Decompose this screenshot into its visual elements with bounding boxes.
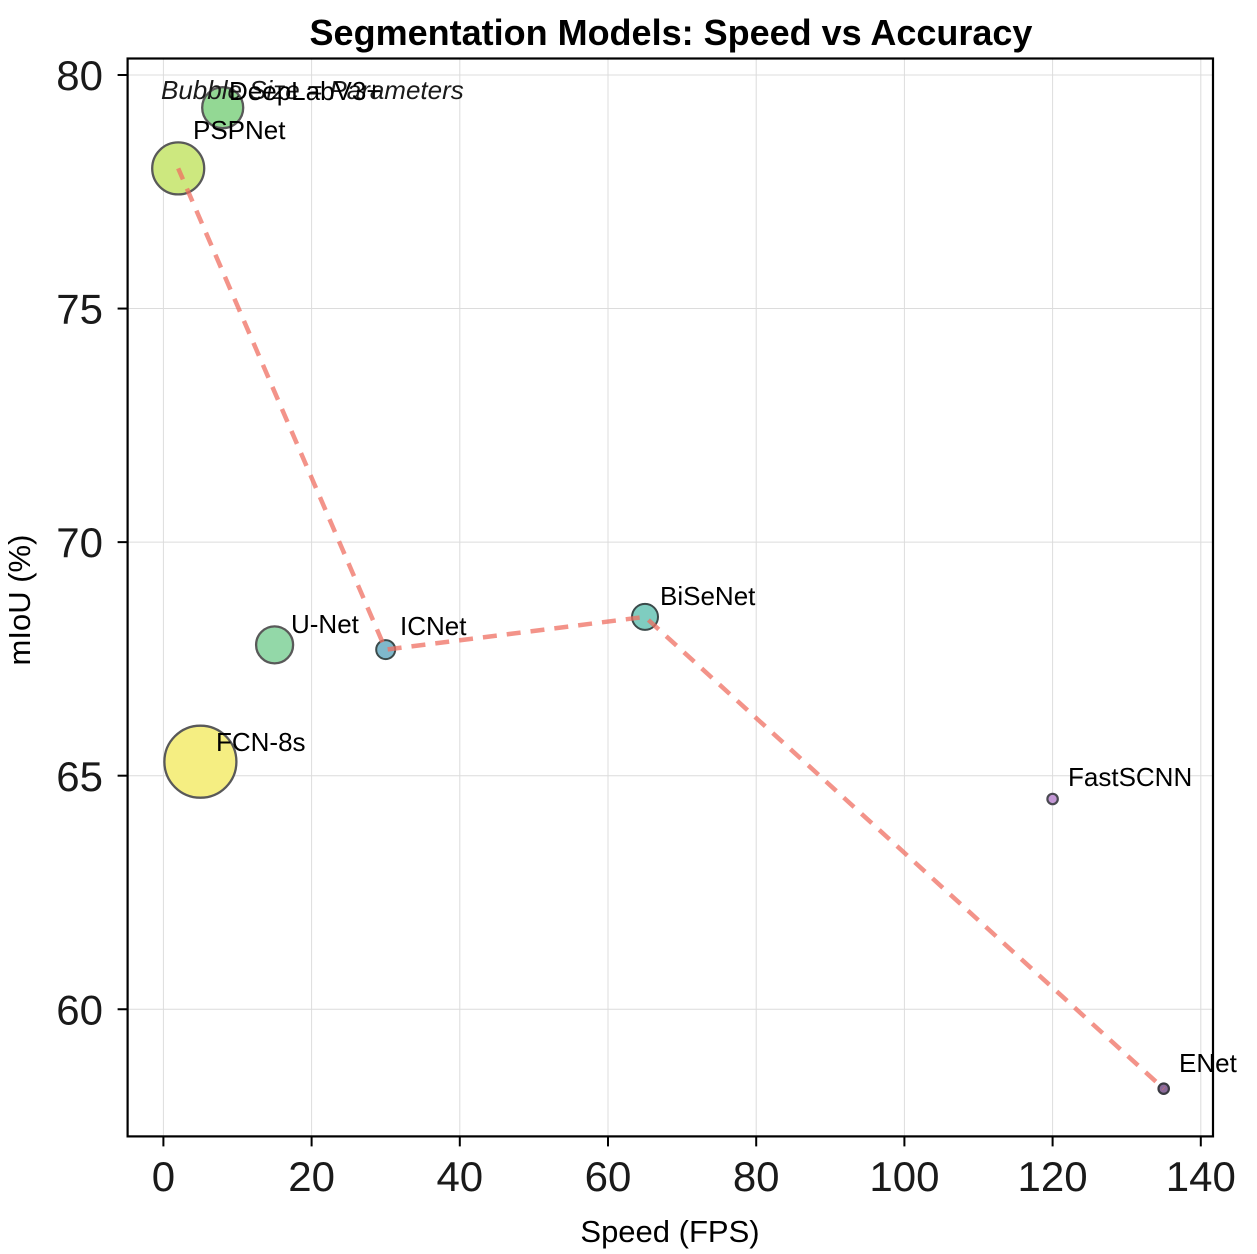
svg-text:FastSCNN: FastSCNN [1068,762,1192,792]
svg-text:70: 70 [56,519,103,566]
svg-text:120: 120 [1018,1153,1088,1200]
svg-text:60: 60 [585,1153,632,1200]
svg-text:Speed (FPS): Speed (FPS) [580,1214,759,1249]
svg-text:0: 0 [152,1153,175,1200]
svg-text:75: 75 [56,286,103,333]
svg-text:BiSeNet: BiSeNet [660,581,756,611]
svg-text:FCN-8s: FCN-8s [216,727,306,757]
svg-text:ENet: ENet [1179,1048,1238,1078]
svg-text:80: 80 [733,1153,780,1200]
svg-text:Segmentation Models: Speed vs: Segmentation Models: Speed vs Accuracy [310,12,1033,53]
svg-text:mIoU (%): mIoU (%) [2,535,37,666]
svg-text:100: 100 [869,1153,939,1200]
svg-text:20: 20 [288,1153,335,1200]
svg-text:140: 140 [1166,1153,1236,1200]
svg-text:PSPNet: PSPNet [193,115,286,145]
svg-text:ICNet: ICNet [400,611,467,641]
svg-text:60: 60 [56,987,103,1034]
svg-text:40: 40 [436,1153,483,1200]
svg-text:65: 65 [56,753,103,800]
svg-text:U-Net: U-Net [291,609,360,639]
svg-text:DeepLabV3+: DeepLabV3+ [229,76,382,106]
svg-text:80: 80 [56,52,103,99]
